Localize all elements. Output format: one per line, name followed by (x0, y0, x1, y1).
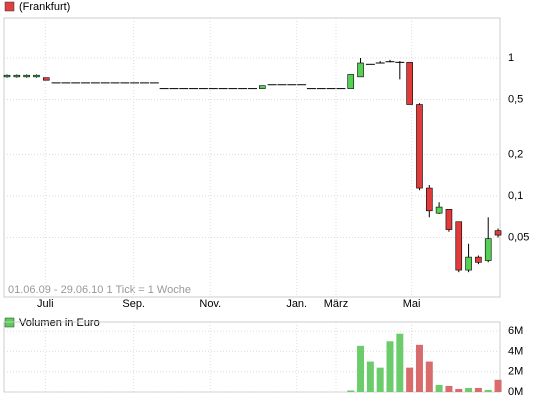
volume-bar (484, 389, 492, 392)
candle-body (3, 74, 11, 78)
candle-body (494, 230, 502, 236)
x-tick-label: Mai (403, 298, 421, 310)
candle-body (475, 256, 482, 263)
y-tick-label: 0,5 (508, 93, 523, 105)
candle-body (33, 74, 40, 78)
candle-body (357, 62, 364, 78)
volume-bar (435, 384, 443, 392)
y-tick-label: 4M (508, 345, 523, 357)
x-tick-label: Jan. (286, 298, 307, 310)
volume-bar (357, 345, 365, 392)
candle-body (347, 74, 355, 89)
legend-label: (Frankfurt) (19, 1, 70, 13)
volume-bar (406, 367, 414, 392)
volume-bar (415, 344, 423, 392)
volume-bar (494, 379, 502, 392)
volume-bar (425, 361, 433, 392)
volume-bar (465, 387, 473, 392)
x-tick-label: Juli (37, 298, 54, 310)
candle-body (13, 74, 21, 78)
y-tick-label: 0,2 (508, 148, 523, 160)
x-tick-label: Nov. (199, 298, 221, 310)
x-tick-label: März (324, 298, 348, 310)
y-tick-label: 6M (508, 325, 523, 337)
candle-body (416, 104, 423, 189)
y-tick-label: 0M (508, 386, 523, 398)
x-tick-label: Sep. (122, 298, 145, 310)
candle-body (435, 206, 443, 214)
volume-bar (455, 388, 463, 392)
volume-bar (376, 367, 384, 392)
candle-body (23, 74, 30, 78)
y-tick-label: 1 (508, 52, 514, 64)
candle-body (406, 62, 413, 105)
annotation: 01.06.09 - 29.06.10 1 Tick = 1 Woche (8, 284, 191, 296)
candle-body (484, 238, 492, 261)
volume-bar (386, 341, 394, 392)
volume-bar (396, 333, 404, 392)
candle-body (465, 256, 472, 271)
volume-bar (347, 390, 355, 392)
legend-swatch (4, 1, 15, 12)
candle-body (445, 208, 453, 230)
volume-bar (474, 387, 482, 392)
y-tick-label: 0,05 (508, 231, 529, 243)
plot-frame (3, 321, 501, 393)
volume-bar (366, 361, 374, 392)
y-tick-label: 0,1 (508, 190, 523, 202)
candle-body (455, 221, 463, 271)
volume-bar (445, 385, 453, 392)
legend-label: Volumen in Euro (19, 317, 100, 329)
y-tick-label: 2M (508, 366, 523, 378)
candle-body (425, 187, 433, 212)
plot-frame (3, 17, 501, 298)
candle-body (42, 77, 50, 81)
candle-body (259, 85, 266, 89)
